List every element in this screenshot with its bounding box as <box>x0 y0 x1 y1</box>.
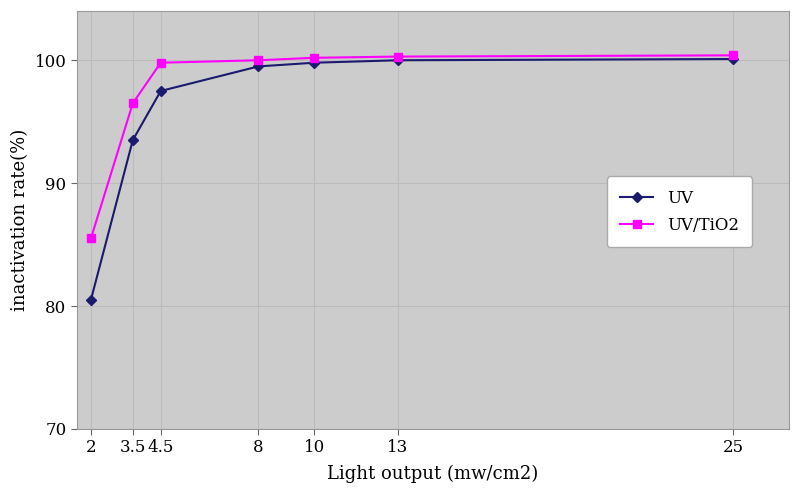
Line: UV: UV <box>87 55 737 303</box>
UV <box>128 137 138 143</box>
UV/TiO2 <box>254 57 263 63</box>
UV/TiO2 <box>728 52 738 58</box>
UV/TiO2 <box>86 236 96 242</box>
Line: UV/TiO2: UV/TiO2 <box>86 51 738 243</box>
UV/TiO2 <box>156 60 166 66</box>
UV/TiO2 <box>394 54 403 60</box>
UV <box>310 60 319 66</box>
UV <box>254 63 263 69</box>
Y-axis label: inactivation rate(%): inactivation rate(%) <box>11 129 29 311</box>
UV <box>86 297 96 303</box>
UV/TiO2 <box>310 55 319 61</box>
Legend: UV, UV/TiO2: UV, UV/TiO2 <box>606 176 752 247</box>
UV <box>156 88 166 94</box>
UV/TiO2 <box>128 100 138 106</box>
UV <box>394 57 403 63</box>
UV <box>728 56 738 62</box>
X-axis label: Light output (mw/cm2): Light output (mw/cm2) <box>327 465 538 483</box>
